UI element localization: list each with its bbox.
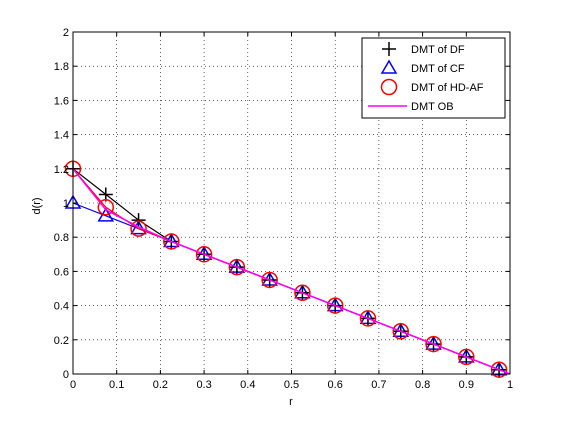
legend-item: DMT of CF xyxy=(380,59,465,75)
legend-box xyxy=(361,37,506,119)
x-tick-label: 0 xyxy=(70,379,76,391)
series-marker xyxy=(425,335,442,353)
x-tick-label: 0.7 xyxy=(371,379,386,391)
ticks xyxy=(72,31,511,375)
legend-label: DMT of DF xyxy=(411,44,465,56)
series-marker xyxy=(458,348,475,366)
x-tick-label: 0.5 xyxy=(284,379,299,391)
y-tick-label: 1.6 xyxy=(54,95,69,107)
x-tick-label: 0.9 xyxy=(459,379,474,391)
legend-label: DMT of CF xyxy=(411,63,465,75)
y-tick-label: 0.2 xyxy=(54,335,69,347)
x-tick-label: 0.6 xyxy=(328,379,343,391)
x-tick-label: 1 xyxy=(507,379,513,391)
y-tick-label: 1.8 xyxy=(54,61,69,73)
series-marker xyxy=(294,284,311,302)
legend-item: DMT of DF xyxy=(382,42,465,56)
series-line xyxy=(72,168,511,375)
legend-label: DMT OB xyxy=(411,101,454,113)
series-marker xyxy=(261,271,278,289)
legend: DMT of DF DMT of CF DMT of HD-AF DMT OB xyxy=(361,37,506,119)
series-marker xyxy=(97,207,115,222)
y-tick-label: 0.6 xyxy=(54,266,69,278)
y-axis-label: d(r) xyxy=(31,197,43,214)
y-tick-label: 0.8 xyxy=(54,232,69,244)
x-tick-label: 0.8 xyxy=(415,379,430,391)
series-marker xyxy=(490,361,508,378)
legend-item: DMT OB xyxy=(368,101,454,113)
series-marker xyxy=(359,310,377,327)
y-tick-label: 1.4 xyxy=(54,130,69,142)
legend-swatch xyxy=(380,78,398,96)
y-tick-label: 1.2 xyxy=(54,164,69,176)
y-tick-label: 0 xyxy=(63,369,69,381)
y-tick-label: 0.4 xyxy=(54,301,69,313)
series-marker xyxy=(392,323,409,340)
series-dmt-ob xyxy=(72,168,511,375)
legend-swatch xyxy=(382,42,396,56)
tick-labels: 0 0.1 0.2 0.3 0.4 0.5 0.6 0.7 0.8 0.9 1 0 0.2 0.4 0.6 0… xyxy=(54,27,513,391)
y-tick-label: 1 xyxy=(63,198,69,210)
x-tick-label: 0.2 xyxy=(153,379,168,391)
legend-label: DMT of HD-AF xyxy=(411,82,484,94)
x-axis-label: r xyxy=(289,396,293,408)
legend-swatch xyxy=(380,59,398,74)
series-marker xyxy=(130,220,147,237)
x-tick-label: 0.4 xyxy=(240,379,255,391)
legend-item: DMT of HD-AF xyxy=(380,78,484,96)
series-marker xyxy=(195,246,213,263)
series-marker xyxy=(163,233,180,250)
series-marker xyxy=(326,297,344,314)
y-tick-label: 2 xyxy=(63,27,69,39)
x-tick-label: 0.1 xyxy=(109,379,124,391)
series-marker xyxy=(97,199,115,216)
series-marker xyxy=(228,258,246,276)
x-tick-label: 0.3 xyxy=(196,379,211,391)
series-layer xyxy=(64,160,511,378)
series-marker xyxy=(131,213,146,228)
